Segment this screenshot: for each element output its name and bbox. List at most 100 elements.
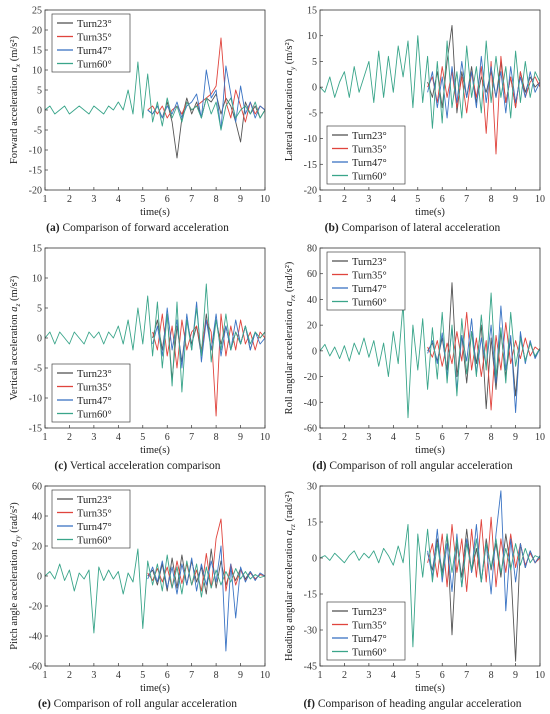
x-tick-label-d: 6: [440, 432, 445, 443]
panel-e: 1 2 3 4 5 6 7 8 9 10 -60 -40 -20 0 20 40 60 time(s) Pitch …: [0, 476, 275, 714]
legend-c: Turn23° Turn35° Turn47° Turn60°: [51, 363, 131, 423]
legend-label-b-1: Turn23°: [352, 131, 387, 142]
y-tick-label-a: 10: [32, 66, 42, 77]
legend-label-d-2: Turn35°: [352, 270, 387, 281]
x-tick-label-b: 1: [318, 194, 323, 205]
x-tick-label-d: 7: [464, 432, 469, 443]
x-tick-label-d: 2: [342, 432, 347, 443]
legend-label-f-3: Turn47°: [352, 634, 387, 645]
series-line-c-4: [45, 283, 265, 393]
y-tick-label-f: -15: [304, 590, 317, 601]
x-tick-label-c: 8: [214, 432, 219, 443]
series-line-a-1: [147, 93, 265, 159]
y-tick-label-d: -40: [304, 398, 317, 409]
series-line-b-4: [320, 35, 540, 129]
plot-frame-f: [319, 485, 541, 667]
legend-box-d: [326, 251, 406, 311]
legend-label-b-3: Turn47°: [352, 158, 387, 169]
legend-label-a-3: Turn47°: [77, 46, 112, 57]
x-tick-label-a: 4: [116, 194, 121, 205]
y-tick-label-e: 20: [32, 542, 42, 553]
x-axis-label-e: time(s): [140, 683, 170, 694]
legend-label-b-2: Turn35°: [352, 144, 387, 155]
y-axis-label-b: Lateral acceleration ay (m/s²): [284, 38, 297, 161]
y-tick-label-a: -5: [34, 126, 42, 137]
chart-vertical-acceleration: 1 2 3 4 5 6 7 8 9 10 -15 -10 -5 0 5 10 15 time(s) Vertical…: [9, 244, 270, 457]
legend-label-e-1: Turn23°: [77, 495, 112, 506]
y-tick-label-d: -60: [304, 424, 317, 435]
x-tick-label-b: 9: [513, 194, 518, 205]
y-tick-label-b: 10: [307, 31, 317, 42]
x-tick-label-c: 5: [140, 432, 145, 443]
x-tick-label-b: 8: [489, 194, 494, 205]
panel-d: 1 2 3 4 5 6 7 8 9 10 -60 -40 -20 0 20 40 60 80 time(s) Roll…: [275, 238, 550, 476]
legend-label-c-3: Turn47°: [77, 396, 112, 407]
x-tick-label-c: 6: [165, 432, 170, 443]
x-tick-label-e: 2: [67, 670, 72, 681]
series-line-d-4: [320, 292, 540, 419]
x-tick-label-f: 8: [489, 670, 494, 681]
x-tick-label-c: 4: [116, 432, 121, 443]
x-tick-label-c: 7: [189, 432, 194, 443]
y-tick-label-a: -15: [29, 166, 42, 177]
caption-f: (f) Comparison of heading angular accele…: [303, 698, 522, 710]
x-tick-label-e: 10: [260, 670, 270, 681]
x-tick-label-c: 2: [67, 432, 72, 443]
y-tick-label-b: 5: [312, 57, 317, 68]
x-tick-label-c: 10: [260, 432, 270, 443]
legend-label-c-4: Turn60°: [77, 409, 112, 420]
panel-a: 1 2 3 4 5 6 7 8 9 10 -20 -15 -10 -5 0 5 10 15 20 25 time(s) F…: [0, 0, 275, 238]
x-tick-label-b: 7: [464, 194, 469, 205]
y-axis-label-c: Vertical acceleration az (m/s²): [9, 275, 22, 400]
y-tick-label-b: -20: [304, 186, 317, 197]
y-tick-label-c: -10: [29, 394, 42, 405]
panel-c: 1 2 3 4 5 6 7 8 9 10 -15 -10 -5 0 5 10 15 time(s) Vertical…: [0, 238, 275, 476]
legend-d: Turn23° Turn35° Turn47° Turn60°: [326, 251, 406, 311]
caption-a: (a) Comparison of forward acceleration: [46, 222, 229, 234]
x-tick-label-a: 10: [260, 194, 270, 205]
series-line-e-3: [147, 545, 265, 652]
series-line-e-2: [147, 518, 265, 592]
x-axis-label-a: time(s): [140, 207, 170, 218]
legend-f: Turn23° Turn35° Turn47° Turn60°: [326, 601, 406, 661]
legend-label-f-2: Turn35°: [352, 620, 387, 631]
panel-f: 1 2 3 4 5 6 7 8 9 10 -45 -30 -15 0 15 30 time(s) Heading …: [275, 476, 550, 714]
x-tick-label-e: 9: [238, 670, 243, 681]
x-tick-label-f: 7: [464, 670, 469, 681]
x-tick-label-d: 9: [513, 432, 518, 443]
x-tick-label-e: 5: [140, 670, 145, 681]
x-tick-label-a: 9: [238, 194, 243, 205]
y-tick-label-b: 15: [307, 6, 317, 17]
x-tick-label-c: 9: [238, 432, 243, 443]
y-tick-label-d: 60: [307, 269, 317, 280]
x-tick-label-a: 5: [140, 194, 145, 205]
plot-area-a: [45, 37, 265, 159]
x-tick-label-b: 4: [391, 194, 396, 205]
y-axis-label-a: Forward acceleration ax (m/s²): [9, 35, 22, 164]
x-axis-label-c: time(s): [140, 445, 170, 456]
y-tick-label-d: 40: [307, 295, 317, 306]
series-line-b-2: [427, 55, 540, 155]
plot-frame-d: [319, 247, 541, 429]
x-tick-label-a: 3: [91, 194, 96, 205]
y-tick-label-a: 20: [32, 26, 42, 37]
caption-c: (c) Vertical acceleration comparison: [54, 460, 221, 472]
y-tick-label-e: 40: [32, 512, 42, 523]
legend-label-f-1: Turn23°: [352, 607, 387, 618]
legend-label-a-1: Turn23°: [77, 19, 112, 30]
y-tick-label-c: 5: [37, 304, 42, 315]
x-tick-label-d: 10: [535, 432, 545, 443]
x-tick-label-e: 4: [116, 670, 121, 681]
x-axis-label-f: time(s): [415, 683, 445, 694]
x-axis-label-b: time(s): [415, 207, 445, 218]
series-line-e-4: [45, 548, 265, 634]
legend-label-a-2: Turn35°: [77, 32, 112, 43]
y-tick-label-c: 10: [32, 274, 42, 285]
y-tick-label-b: -5: [309, 108, 317, 119]
plot-frame-a: [44, 9, 266, 191]
y-tick-label-f: -30: [304, 626, 317, 637]
x-tick-label-f: 1: [318, 670, 323, 681]
chart-forward-acceleration: 1 2 3 4 5 6 7 8 9 10 -20 -15 -10 -5 0 5 10 15 20 25 time(s) F…: [9, 6, 270, 219]
x-tick-label-f: 3: [366, 670, 371, 681]
